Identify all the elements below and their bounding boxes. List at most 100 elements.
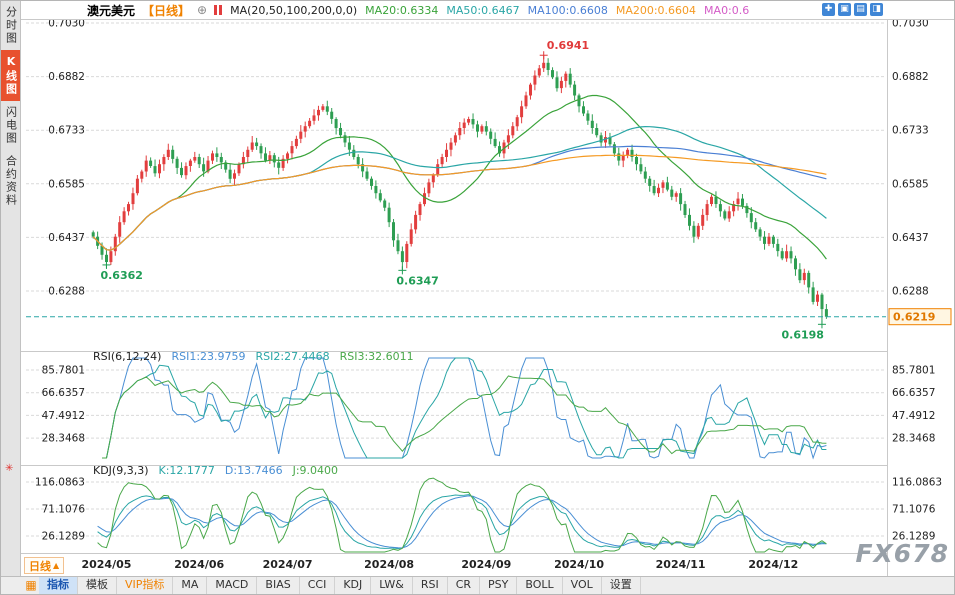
svg-text:116.0863: 116.0863 (892, 477, 942, 489)
kdj-settings-icon[interactable]: ✳ (5, 463, 14, 474)
bottom-toolbar: ▦ 指标 模板 VIP指标 MA MACD BIAS CCI KDJ LW& RSI CR PSY BO… (1, 576, 954, 594)
svg-text:2024/05: 2024/05 (81, 558, 131, 571)
kdj-readout: K:12.1777 (158, 464, 215, 477)
toolbar-tabs: 指标 模板 VIP指标 MA MACD BIAS CCI KDJ LW& RSI CR PSY BOLL… (39, 577, 641, 594)
svg-text:0.6882: 0.6882 (892, 71, 929, 83)
window-control-icon[interactable]: ▣ (838, 3, 851, 16)
svg-text:0.6585: 0.6585 (892, 178, 929, 190)
toolbar-tab[interactable]: KDJ (335, 577, 372, 594)
left-sidebar: 分时图 K线图 闪电图 合约资料 (1, 1, 21, 578)
svg-text:2024/09: 2024/09 (461, 558, 511, 571)
svg-text:116.0863: 116.0863 (35, 477, 85, 489)
ma-readout: MA(20,50,100,200,0,0) (230, 3, 358, 17)
symbol-title: 澳元美元 (87, 3, 136, 18)
svg-text:2024/06: 2024/06 (174, 558, 224, 571)
svg-text:0.6733: 0.6733 (48, 125, 85, 137)
svg-text:0.6219: 0.6219 (893, 311, 935, 324)
add-indicator-icon[interactable]: ⊕ (197, 3, 208, 17)
rsi-readout: RSI1:23.9759 (171, 350, 246, 363)
timeframe-selector[interactable]: 日线 ▲ (24, 557, 65, 574)
toolbar-tab[interactable]: 指标 (39, 577, 78, 594)
chevron-up-icon: ▲ (53, 561, 60, 570)
kdj-panel-header: KDJ(9,3,3) K:12.1777 D:13.7466 J:9.0400 (93, 464, 338, 477)
toolbar-tab[interactable]: 模板 (78, 577, 117, 594)
ma-readout: MA200:0.6604 (615, 3, 697, 17)
toolbar-tab[interactable]: LW& (371, 577, 413, 594)
fx678-watermark: FX678 (855, 539, 949, 568)
svg-text:26.1289: 26.1289 (892, 531, 935, 543)
svg-text:71.1076: 71.1076 (42, 504, 86, 516)
svg-text:0.6437: 0.6437 (48, 232, 85, 244)
svg-text:47.4912: 47.4912 (42, 410, 85, 422)
svg-text:0.6585: 0.6585 (48, 178, 85, 190)
window-control-icon[interactable]: ▤ (854, 3, 867, 16)
sidebar-tab-label: K线图 (4, 55, 18, 96)
toolbar-tab[interactable]: RSI (413, 577, 448, 594)
svg-text:2024/11: 2024/11 (656, 558, 706, 571)
ma-readouts: MA(20,50,100,200,0,0) MA20:0.6334 MA50:0.6… (230, 4, 749, 17)
period-label[interactable]: 【日线】 (142, 3, 191, 18)
window-control-icon[interactable]: ◨ (870, 3, 883, 16)
svg-text:66.6357: 66.6357 (892, 387, 935, 399)
sidebar-tab-label: 分时图 (4, 6, 18, 45)
svg-text:71.1076: 71.1076 (892, 504, 936, 516)
svg-text:2024/08: 2024/08 (364, 558, 414, 571)
svg-text:85.7801: 85.7801 (42, 365, 85, 377)
ma-readout: MA20:0.6334 (365, 3, 439, 17)
candles-icon (214, 5, 224, 15)
svg-text:0.6198: 0.6198 (782, 328, 824, 341)
svg-text:47.4912: 47.4912 (892, 410, 935, 422)
rsi-readout: RSI3:32.6011 (339, 350, 414, 363)
sidebar-tab-label: 合约资料 (4, 155, 18, 207)
toolbar-tab[interactable]: CR (448, 577, 481, 594)
ma-readout: MA100:0.6608 (527, 3, 608, 17)
kdj-readout: J:9.0400 (292, 464, 339, 477)
window-control-icon[interactable]: ✚ (822, 3, 835, 16)
svg-text:66.6357: 66.6357 (42, 387, 85, 399)
rsi-readout: RSI(6,12,24) (93, 350, 162, 363)
svg-text:0.7030: 0.7030 (892, 18, 929, 30)
svg-text:0.6941: 0.6941 (547, 39, 589, 52)
svg-text:0.6882: 0.6882 (48, 71, 85, 83)
svg-text:2024/10: 2024/10 (554, 558, 604, 571)
ma-readout: MA50:0.6467 (446, 3, 520, 17)
chart-header: 澳元美元 【日线】 ⊕ MA(20,50,100,200,0,0) MA20:0.… (21, 1, 954, 19)
rsi-readout: RSI2:27.4468 (255, 350, 330, 363)
kdj-readout: D:13.7466 (224, 464, 283, 477)
sidebar-tab[interactable]: 合约资料 (1, 150, 20, 212)
svg-text:0.6288: 0.6288 (48, 286, 85, 298)
rsi-panel-header: RSI(6,12,24) RSI1:23.9759 RSI2:27.4468 RSI3… (93, 350, 414, 363)
svg-text:0.6362: 0.6362 (100, 269, 142, 282)
sidebar-tab-label: 闪电图 (4, 106, 18, 145)
toolbar-tab[interactable]: MA (173, 577, 208, 594)
timeframe-label: 日线 (29, 559, 51, 573)
toolbar-tab[interactable]: CCI (300, 577, 336, 594)
svg-text:0.6437: 0.6437 (892, 232, 929, 244)
toolbar-tab[interactable]: VOL (563, 577, 602, 594)
svg-text:26.1289: 26.1289 (42, 531, 85, 543)
svg-text:2024/07: 2024/07 (263, 558, 313, 571)
toolbar-tab[interactable]: PSY (480, 577, 518, 594)
kdj-readout: KDJ(9,3,3) (93, 464, 149, 477)
toolbar-tab[interactable]: BIAS (257, 577, 300, 594)
svg-text:0.7030: 0.7030 (48, 18, 85, 30)
window-controls: ✚ ▣ ▤ ◨ (822, 3, 883, 16)
ma-readout: MA0:0.6 (704, 3, 750, 17)
svg-text:0.6733: 0.6733 (892, 125, 929, 137)
svg-text:28.3468: 28.3468 (892, 433, 935, 445)
indicator-grid-icon[interactable]: ▦ (25, 578, 37, 592)
sidebar-tab[interactable]: 分时图 (1, 1, 20, 50)
toolbar-tab[interactable]: MACD (207, 577, 258, 594)
svg-text:28.3468: 28.3468 (42, 433, 85, 445)
toolbar-tab[interactable]: VIP指标 (117, 577, 174, 594)
svg-text:0.6347: 0.6347 (396, 274, 438, 287)
toolbar-tab[interactable]: BOLL (517, 577, 563, 594)
svg-text:0.6288: 0.6288 (892, 286, 929, 298)
sidebar-tab[interactable]: 闪电图 (1, 101, 20, 150)
sidebar-tab[interactable]: K线图 (1, 50, 20, 101)
svg-text:2024/12: 2024/12 (748, 558, 798, 571)
toolbar-tab[interactable]: 设置 (602, 577, 641, 594)
svg-text:85.7801: 85.7801 (892, 365, 935, 377)
